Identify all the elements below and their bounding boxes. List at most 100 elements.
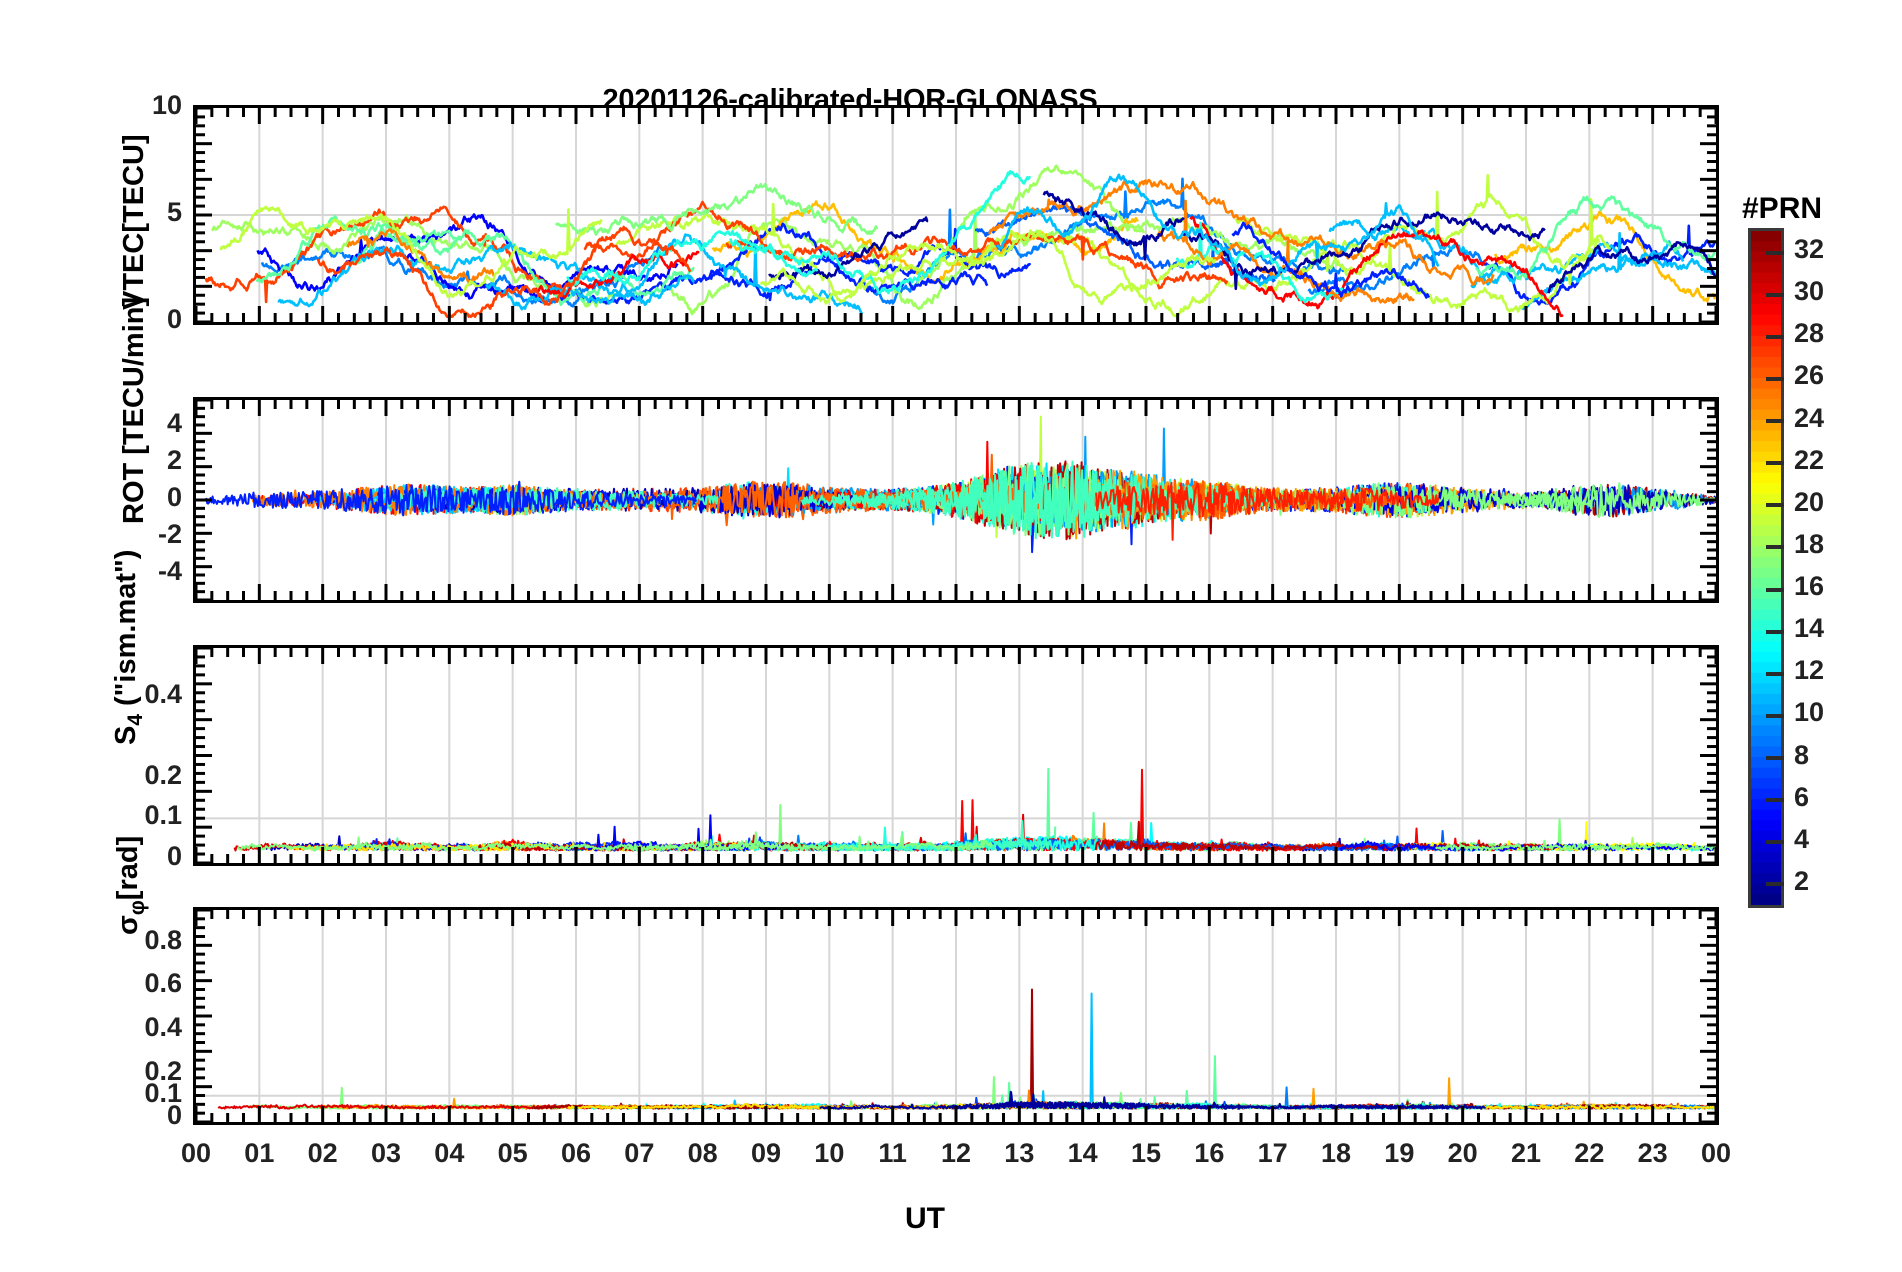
colorbar-tick-mark-4: [1766, 713, 1784, 718]
colorbar-tick-mark-14: [1766, 292, 1784, 297]
colorbar-tick-13: 28: [1794, 318, 1825, 349]
xtick-12: 12: [940, 1138, 972, 1168]
xtick-10: 10: [814, 1138, 845, 1168]
data-trace: [978, 767, 1240, 852]
data-trace: [1231, 221, 1431, 299]
data-trace: [219, 205, 603, 298]
colorbar-tick-6: 14: [1794, 613, 1825, 644]
xtick-4: 04: [434, 1138, 465, 1168]
colorbar-tick-2: 6: [1794, 781, 1810, 812]
colorbar-tick-14: 30: [1794, 276, 1825, 307]
ytick-s4-1: 0.1: [144, 800, 182, 831]
data-trace: [819, 1091, 1143, 1110]
plot-area-sigmaphi: [196, 910, 1716, 1122]
data-trace: [555, 182, 879, 236]
data-trace: [217, 1103, 591, 1110]
colorbar-tick-8: 18: [1794, 528, 1825, 559]
data-trace: [709, 227, 1032, 302]
colorbar-tick-mark-10: [1766, 461, 1784, 466]
data-trace: [1181, 211, 1546, 291]
colorbar-tick-mark-7: [1766, 587, 1784, 592]
plot-panel-rot[interactable]: [193, 397, 1719, 603]
plot-panel-s4[interactable]: [193, 645, 1719, 866]
data-trace: [760, 768, 1302, 852]
colorbar-gradient: [1751, 230, 1781, 906]
colorbar-title: #PRN: [1742, 192, 1823, 225]
data-trace: [256, 213, 679, 293]
xtick-13: 13: [1004, 1138, 1035, 1168]
colorbar-tick-mark-5: [1766, 671, 1784, 676]
data-trace: [277, 241, 695, 308]
ytick-s4-2: 0.2: [144, 759, 182, 790]
data-trace: [255, 214, 463, 284]
data-trace: [725, 231, 1229, 290]
xaxis-label: UT: [905, 1202, 945, 1235]
xtick-22: 22: [1574, 1138, 1605, 1168]
colorbar-tick-mark-15: [1766, 250, 1784, 255]
ytick-rot-4: 4: [166, 407, 182, 438]
data-trace: [1547, 241, 1716, 294]
ytick-vtec-0: 0: [166, 304, 182, 334]
ytick-rot-3: 2: [166, 444, 182, 475]
colorbar-tick-mark-1: [1766, 840, 1784, 845]
data-trace: [1480, 224, 1716, 306]
colorbar-tick-3: 8: [1794, 739, 1810, 770]
xtick-15: 15: [1130, 1138, 1162, 1168]
data-trace: [768, 216, 929, 281]
xtick-7: 07: [624, 1138, 655, 1168]
colorbar-tick-mark-13: [1766, 334, 1784, 339]
xtick-23: 23: [1637, 1138, 1668, 1168]
xtick-16: 16: [1194, 1138, 1225, 1168]
ytick-sigmaphi-3: 0.4: [144, 1012, 182, 1043]
xtick-14: 14: [1067, 1138, 1098, 1168]
data-trace: [485, 233, 864, 315]
data-trace: [1094, 820, 1563, 852]
ytick-s4-0: 0: [166, 840, 182, 871]
plot-panel-vtec[interactable]: [193, 105, 1719, 325]
data-trace: [1189, 216, 1564, 318]
data-trace: [205, 484, 698, 517]
colorbar[interactable]: [1748, 228, 1784, 908]
data-trace: [996, 173, 1440, 287]
xtick-18: 18: [1320, 1138, 1352, 1168]
plot-panel-sigmaphi[interactable]: [193, 907, 1719, 1125]
colorbar-tick-mark-6: [1766, 629, 1784, 634]
data-trace: [759, 229, 1217, 306]
data-trace: [729, 170, 1031, 295]
data-trace: [1042, 190, 1185, 261]
data-trace: [937, 992, 1209, 1110]
colorbar-tick-mark-8: [1766, 545, 1784, 550]
colorbar-tick-11: 24: [1794, 402, 1825, 433]
xtick-3: 03: [370, 1138, 402, 1168]
data-trace: [316, 225, 692, 318]
colorbar-tick-mark-12: [1766, 376, 1784, 381]
data-trace: [1095, 481, 1440, 541]
colorbar-tick-0: 2: [1794, 865, 1810, 896]
xtick-5: 05: [497, 1138, 528, 1168]
data-trace: [1434, 839, 1716, 852]
colorbar-tick-mark-0: [1766, 882, 1784, 887]
data-trace: [1083, 479, 1393, 521]
ytick-s4-3: 0.4: [144, 678, 182, 709]
data-trace: [1119, 1055, 1592, 1110]
ytick-sigmaphi-4: 0.6: [144, 968, 182, 999]
ytick-rot-2: 0: [166, 482, 182, 512]
xtick-0: 00: [180, 1138, 212, 1168]
colorbar-tick-1: 4: [1794, 823, 1810, 854]
colorbar-tick-5: 12: [1794, 655, 1825, 686]
data-trace: [988, 178, 1495, 286]
data-trace: [1493, 210, 1716, 303]
xtick-20: 20: [1447, 1138, 1478, 1168]
xtick-2: 02: [307, 1138, 338, 1168]
xtick-6: 06: [560, 1138, 592, 1168]
plot-area-vtec: [196, 108, 1716, 322]
ytick-vtec-1: 5: [166, 197, 182, 227]
data-trace: [1477, 1103, 1716, 1110]
colorbar-tick-mark-2: [1766, 798, 1784, 803]
xtick-1: 01: [244, 1138, 275, 1168]
data-trace: [1175, 221, 1353, 304]
xtick-21: 21: [1510, 1138, 1542, 1168]
plot-area-rot: [196, 400, 1716, 600]
plot-area-s4: [196, 648, 1716, 863]
